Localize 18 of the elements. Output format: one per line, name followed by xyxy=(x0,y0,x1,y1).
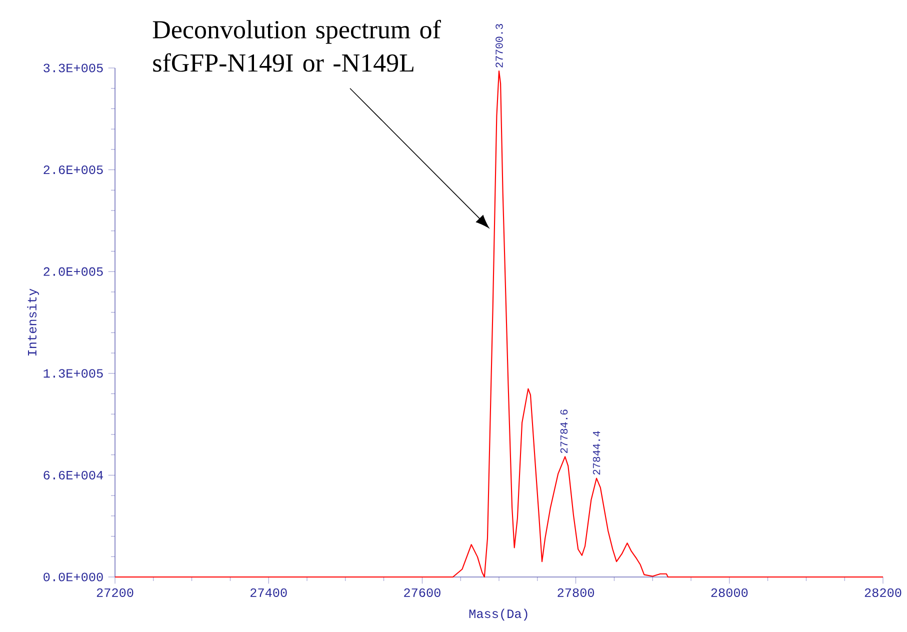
annotation: 27784.6 xyxy=(560,410,568,453)
x-tick-label: 27400 xyxy=(250,588,287,597)
annotation: Deconvolution spectrum of sfGFP-N149I or -N149L xyxy=(152,20,441,72)
x-tick-label: 27800 xyxy=(558,588,594,597)
x-tick-label: 28000 xyxy=(711,588,748,597)
x-tick-label: 27600 xyxy=(404,588,440,597)
x-tick-label: 27200 xyxy=(96,588,134,597)
annotation: 27844.4 xyxy=(592,431,600,475)
y-tick-label: 1.3E+005 xyxy=(44,369,103,378)
y-tick-label: 3.3E+005 xyxy=(44,64,103,72)
y-tick-label: 6.6E+004 xyxy=(44,470,103,480)
annotation: 27700.3 xyxy=(496,24,503,68)
y-tick-label: 2.0E+005 xyxy=(44,267,103,276)
y-axis-title: Intensity xyxy=(27,288,40,356)
y-tick-label: 2.6E+005 xyxy=(44,166,103,174)
x-tick-label: 28200 xyxy=(864,588,902,597)
y-tick-label: 0.0E+000 xyxy=(44,572,103,582)
x-axis-title: Mass(Da) xyxy=(469,608,528,621)
